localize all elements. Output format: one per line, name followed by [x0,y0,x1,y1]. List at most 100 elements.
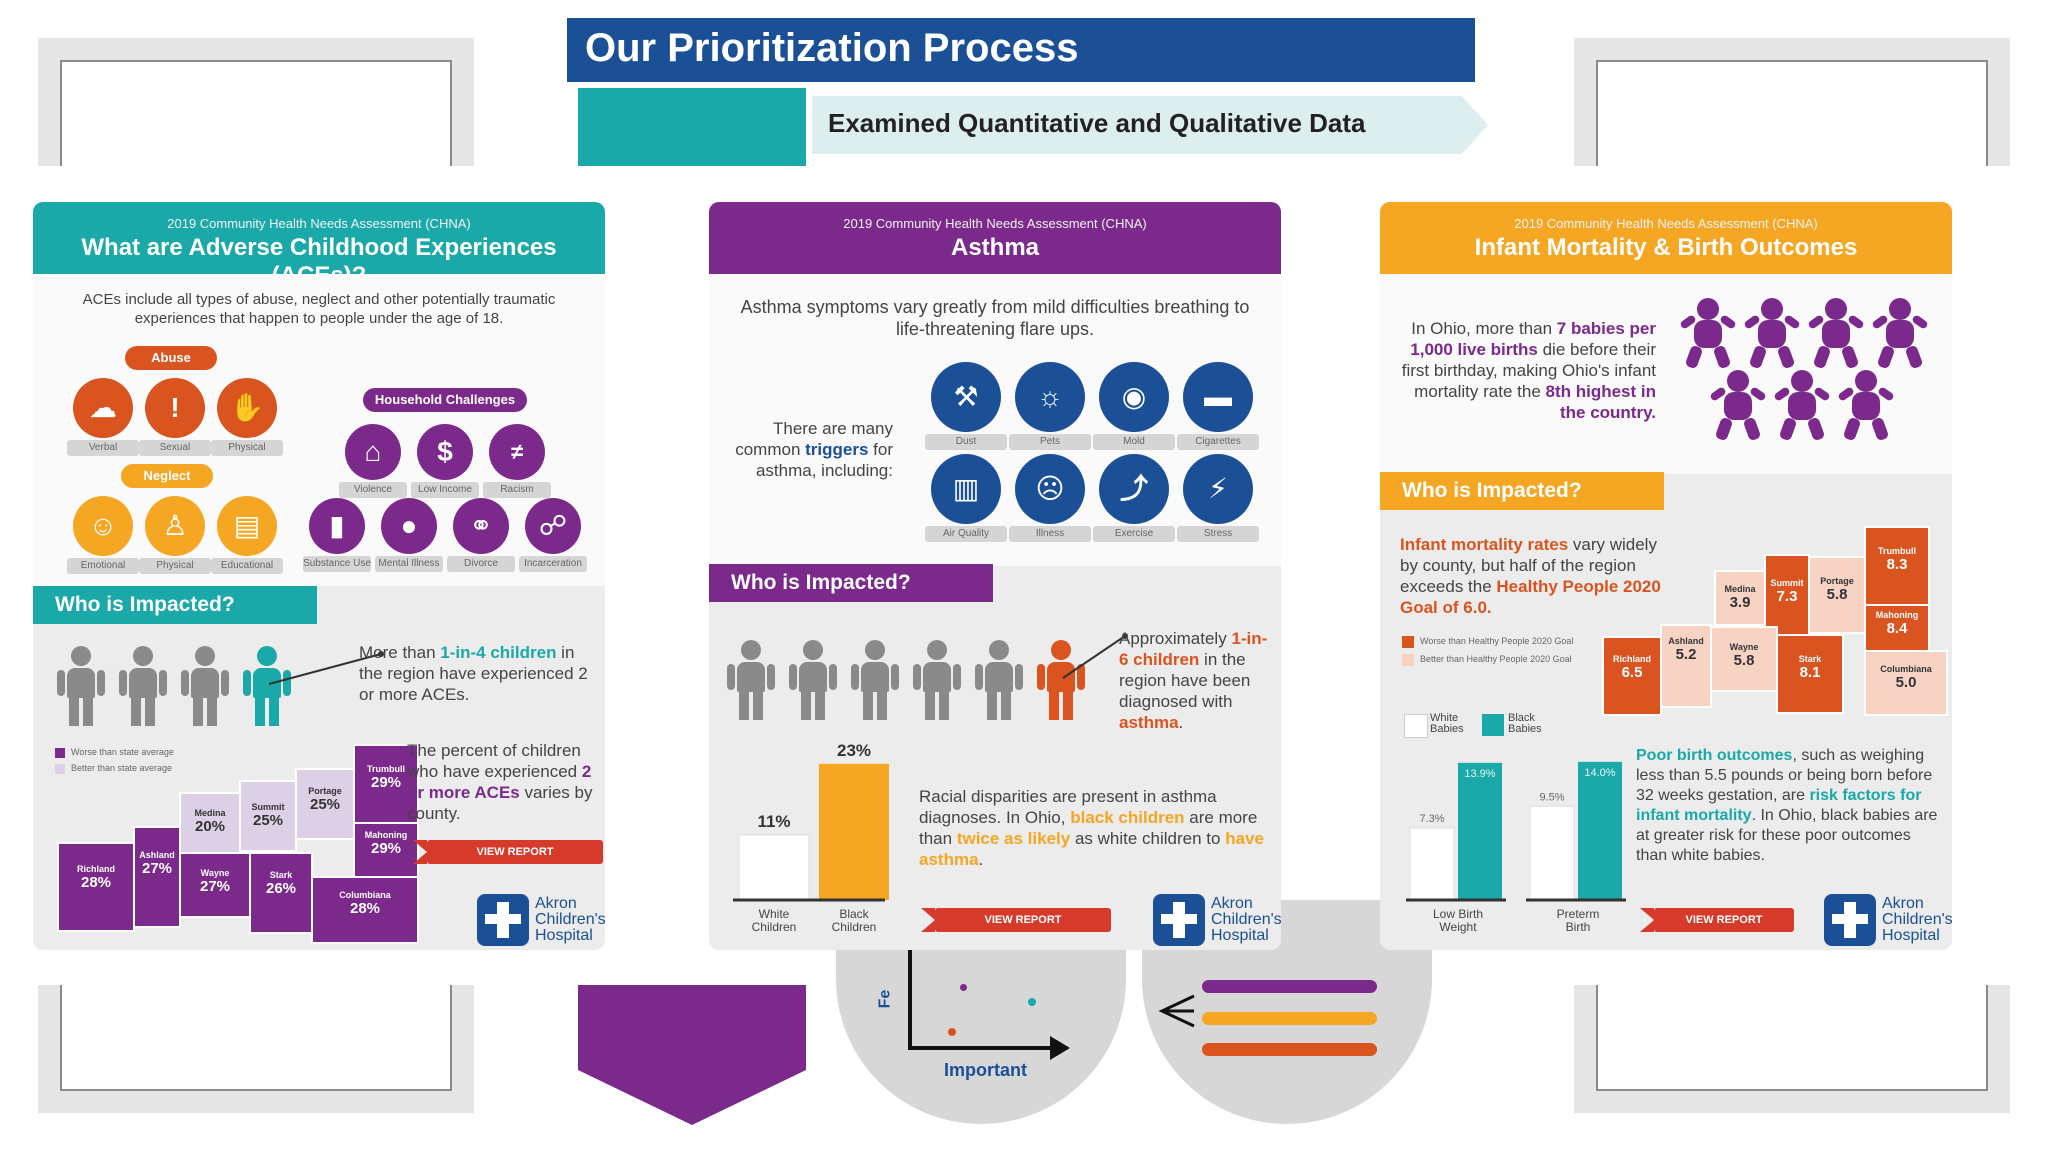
physical-neglect-label: Physical [139,558,211,574]
asthma-disparity-text: Racial disparities are present in asthma… [919,787,1264,869]
pets-label: Pets [1009,434,1091,450]
low-income-icon: $ Low Income [411,424,479,498]
county-ashland: Ashland 5.2 [1660,624,1712,708]
physical-abuse-icon: ✋ Physical [211,378,283,456]
card-aces: 2019 Community Health Needs Assessment (… [33,202,605,950]
divorce-icon: ⚭ Divorce [447,498,515,572]
aces-impacted-tab: Who is Impacted? [33,586,317,624]
asthma-triggers-text: There are many common triggers for asthm… [735,419,893,480]
orange-bar [1202,1012,1377,1025]
bar-category-label: White [759,907,790,921]
divorce-label: Divorce [447,556,515,572]
household-label: Household Challenges [363,388,527,412]
county-stark: Stark 8.1 [1776,634,1844,714]
bar-value-label: 14.0% [1584,767,1615,779]
card-infant-subtitle: 2019 Community Health Needs Assessment (… [1514,216,1818,231]
person-icon [789,640,837,720]
person-icon [851,640,899,720]
bar-white-babies [1529,805,1575,901]
bar-black-children [819,763,889,900]
county-mahoning: Mahoning 8.4 [1864,604,1930,652]
bg-frame-top-left [38,38,474,166]
asthma-view-report-button[interactable]: VIEW REPORT [921,908,1111,932]
card-asthma-panel [709,274,1281,566]
baby-icon [1773,370,1831,450]
hospital-cross-icon [477,894,529,946]
illness-label: Illness [1009,526,1091,542]
legend-worse: Worse than state average [71,747,174,757]
verbal-icon: ☁ Verbal [67,378,139,456]
bar-category-label: Children [752,920,797,934]
cigarettes-label: Cigarettes [1177,434,1259,450]
verbal-label: Verbal [67,440,139,456]
bar-category-label: Black [839,907,869,921]
branch-arrows-icon [1158,994,1195,1028]
bar-value-label: 11% [757,812,790,831]
step-banner: Examined Quantitative and Qualitative Da… [812,96,1488,154]
legend-swatch-better [55,764,65,774]
card-asthma-title: Asthma [950,234,1040,261]
county-portage: Portage 25% [295,768,355,840]
county-portage: Portage 5.8 [1808,556,1866,634]
air-quality-label: Air Quality [925,526,1007,542]
bar-value-label: 13.9% [1464,768,1495,780]
racism-icon: ≠ Racism [483,424,551,498]
sexual-icon: ! Sexual [139,378,211,456]
infant-view-report-button[interactable]: VIEW REPORT [1640,908,1794,932]
bar-black-babies [1578,761,1622,900]
legend-swatch-worse [1402,636,1414,648]
scatter-dot-purple [960,984,967,991]
card-infant-title: Infant Mortality & Birth Outcomes [1474,234,1858,261]
bg-frame-bottom-left [38,985,474,1113]
baby-icon [1679,298,1737,378]
aces-intro: ACEs include all types of abuse, neglect… [82,291,556,327]
county-trumbull: Trumbull 8.3 [1864,526,1930,606]
akron-childrens-logo: Akron Children's Hospital [477,890,605,950]
person-icon [181,646,229,726]
card-asthma-subtitle: 2019 Community Health Needs Assessment (… [843,216,1147,231]
bar-legend-black: Black Babies [1508,712,1542,735]
substance-use-label: Substance Use [303,556,371,572]
bar-category-label: Preterm [1557,907,1600,921]
bar-legend-swatch-white [1404,714,1428,738]
county-ashland: Ashland 27% [133,826,181,928]
card-infant-mortality: 2019 Community Health Needs Assessment (… [1380,202,1952,950]
bar-category-label: Low Birth [1433,907,1483,921]
person-icon [119,646,167,726]
substance-use-icon: ▮ Substance Use [303,498,371,572]
aces-view-report-button[interactable]: VIEW REPORT [413,840,603,864]
incarceration-icon: ☍ Incarceration [519,498,587,572]
person-icon [913,640,961,720]
slide-title: Our Prioritization Process [585,26,1079,70]
bar-white-children [738,834,810,901]
aces-county-text: The percent of children who have experie… [407,741,593,823]
card-asthma-header: 2019 Community Health Needs Assessment (… [709,202,1281,274]
emotional-icon: ☺ Emotional [67,496,139,574]
rust-bar [1202,1043,1377,1056]
physical-abuse-label: Physical [211,440,283,456]
neglect-label: Neglect [121,464,213,488]
hospital-cross-icon [1824,894,1876,946]
stress-label: Stress [1177,526,1259,542]
bar-category-label: Weight [1439,920,1477,934]
legend-better: Better than state average [71,763,173,773]
baby-icon [1709,370,1767,450]
baby-icon [1743,298,1801,378]
mold-icon: ◉ Mold [1093,362,1175,450]
purple-bar [1202,980,1377,993]
person-icon [975,640,1023,720]
bar-value-label: 9.5% [1539,791,1564,803]
county-columbiana: Columbiana 5.0 [1864,650,1948,716]
baby-icon [1871,298,1929,378]
card-aces-subtitle: 2019 Community Health Needs Assessment (… [167,216,471,231]
legend-swatch-worse [55,748,65,758]
asthma-intro: Asthma symptoms vary greatly from mild d… [740,297,1250,339]
baby-icon [1807,298,1865,378]
dust-label: Dust [925,434,1007,450]
axis-label-important: Important [944,1060,1027,1080]
county-medina: Medina 20% [179,792,241,854]
educational-icon: ▤ Educational [211,496,283,574]
emotional-label: Emotional [67,558,139,574]
county-medina: Medina 3.9 [1714,570,1766,626]
